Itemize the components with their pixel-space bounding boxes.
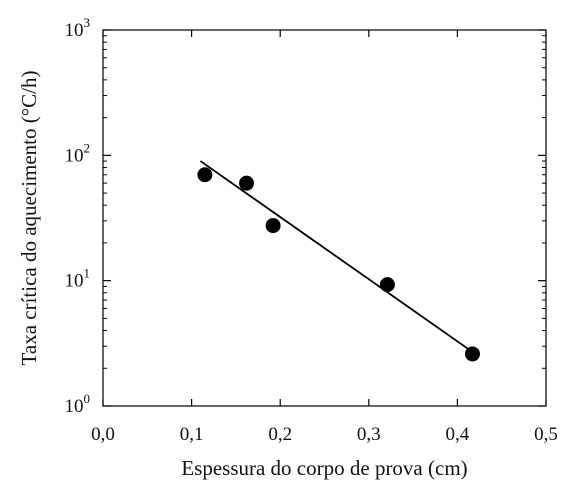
y-tick-label: 103: [65, 15, 91, 41]
fit-line: [199, 160, 473, 353]
x-tick-label: 0,2: [268, 424, 292, 445]
y-axis-label: Taxa crítica do aquecimento (°C/h): [17, 71, 41, 366]
x-axis-ticks: 0,0 0,1 0,2 0,3 0,4 0,5: [91, 30, 558, 445]
x-tick-label: 0,0: [91, 424, 115, 445]
y-tick-label: 101: [65, 266, 91, 292]
data-point: [379, 277, 395, 293]
x-tick-label: 0,4: [446, 424, 470, 445]
data-series: [197, 160, 480, 362]
data-point: [239, 175, 255, 191]
y-tick-label: 100: [65, 391, 91, 417]
y-axis-ticks: 100 101 102 103: [65, 15, 546, 417]
x-axis-label: Espessura do corpo de prova (cm): [181, 456, 467, 480]
plot-frame: [102, 29, 547, 407]
data-point: [265, 218, 281, 234]
x-tick-label: 0,3: [357, 424, 381, 445]
x-tick-label: 0,1: [180, 424, 204, 445]
y-tick-label: 102: [65, 140, 91, 166]
x-tick-label: 0,5: [534, 424, 558, 445]
data-point: [197, 167, 213, 183]
